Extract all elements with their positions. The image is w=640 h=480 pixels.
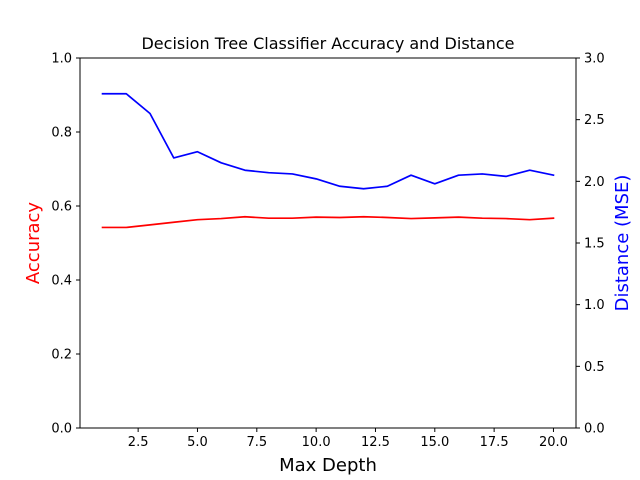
y-right-tick-label: 1.0 <box>584 298 605 313</box>
y-right-tick-label: 3.0 <box>584 52 605 67</box>
y-left-tick-label: 0.0 <box>51 422 72 437</box>
x-tick-label: 15.0 <box>420 435 449 450</box>
y-right-axis-ticks: 0.0 0.5 1.0 1.5 2.0 2.5 3.0 <box>576 52 605 437</box>
y-left-tick-label: 0.6 <box>51 200 72 215</box>
x-axis-ticks: 2.5 5.0 7.5 10.0 12.5 15.0 17.5 20.0 <box>128 428 568 450</box>
y-right-axis-label: Distance (MSE) <box>612 175 633 312</box>
y-left-tick-label: 0.2 <box>51 348 72 363</box>
chart-title: Decision Tree Classifier Accuracy and Di… <box>141 34 514 53</box>
accuracy-series-line <box>101 215 555 229</box>
y-left-tick-label: 0.4 <box>51 274 72 289</box>
x-tick-label: 12.5 <box>361 435 390 450</box>
y-left-tick-label: 0.8 <box>51 126 72 141</box>
y-left-axis-label: Accuracy <box>23 202 44 285</box>
y-right-tick-label: 1.5 <box>584 237 605 252</box>
y-left-axis-ticks: 0.0 0.2 0.4 0.6 0.8 1.0 <box>51 52 80 437</box>
x-tick-label: 20.0 <box>539 435 568 450</box>
x-tick-label: 17.5 <box>480 435 509 450</box>
y-right-tick-label: 2.0 <box>584 175 605 190</box>
y-right-tick-label: 2.5 <box>584 113 605 128</box>
y-left-tick-label: 1.0 <box>51 52 72 67</box>
x-tick-label: 2.5 <box>128 435 149 450</box>
x-tick-label: 7.5 <box>246 435 267 450</box>
plot-frame <box>79 57 577 429</box>
x-tick-label: 5.0 <box>187 435 208 450</box>
x-axis-label: Max Depth <box>279 455 377 476</box>
y-right-tick-label: 0.5 <box>584 360 605 375</box>
distance-series-line <box>101 92 555 190</box>
x-tick-label: 10.0 <box>302 435 331 450</box>
y-right-tick-label: 0.0 <box>584 422 605 437</box>
plot-lines <box>101 92 555 229</box>
